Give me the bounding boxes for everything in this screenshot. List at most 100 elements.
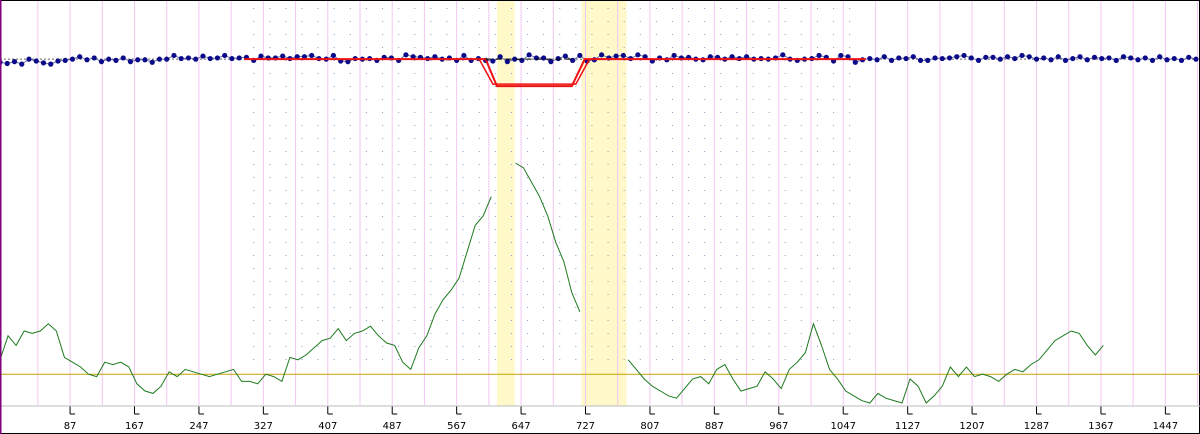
upper-point bbox=[1142, 55, 1148, 61]
highlight-bands bbox=[496, 1, 627, 406]
upper-point bbox=[1178, 57, 1185, 64]
upper-point bbox=[200, 53, 206, 59]
upper-point bbox=[40, 60, 47, 66]
upper-point bbox=[888, 57, 895, 64]
upper-point bbox=[620, 52, 626, 59]
upper-series-line bbox=[0, 54, 1197, 65]
upper-point bbox=[1004, 54, 1011, 60]
upper-point bbox=[1019, 52, 1025, 59]
upper-point bbox=[403, 52, 409, 58]
upper-point bbox=[156, 56, 163, 62]
upper-point bbox=[214, 55, 221, 61]
upper-point bbox=[236, 55, 242, 61]
x-tick-label: 1367 bbox=[1088, 421, 1113, 432]
upper-point bbox=[432, 54, 438, 60]
x-tick-label: 87 bbox=[64, 421, 77, 432]
x-tick-label: 407 bbox=[318, 421, 337, 432]
upper-point bbox=[410, 54, 416, 60]
upper-point bbox=[309, 52, 315, 59]
lower-panel bbox=[0, 162, 1200, 404]
upper-point bbox=[642, 54, 648, 60]
upper-point bbox=[512, 56, 518, 62]
upper-point bbox=[925, 57, 931, 64]
upper-point bbox=[867, 55, 873, 62]
upper-point bbox=[1135, 57, 1141, 63]
upper-point bbox=[1113, 57, 1119, 64]
upper-point bbox=[519, 57, 525, 64]
upper-point bbox=[570, 57, 576, 64]
upper-point bbox=[852, 59, 858, 65]
upper-point bbox=[743, 54, 750, 60]
highlight-band bbox=[581, 1, 627, 406]
upper-point bbox=[932, 55, 938, 61]
upper-point bbox=[301, 54, 308, 60]
x-tick-label: 967 bbox=[769, 421, 788, 432]
upper-point bbox=[1149, 57, 1156, 64]
x-axis: 87 167 247 327 407 487 567 647 727 807 887 967 1047 1… bbox=[0, 405, 1200, 432]
upper-point bbox=[19, 61, 25, 67]
lower-series-line bbox=[0, 196, 492, 394]
upper-point bbox=[1186, 54, 1192, 60]
x-tick-label: 247 bbox=[189, 421, 208, 432]
x-tick-label: 647 bbox=[512, 421, 531, 432]
upper-point bbox=[671, 52, 677, 59]
upper-point bbox=[33, 58, 39, 64]
x-tick-label: 727 bbox=[576, 421, 595, 432]
upper-point bbox=[84, 57, 90, 63]
upper-point bbox=[193, 56, 199, 62]
upper-point bbox=[1164, 57, 1170, 63]
upper-point bbox=[548, 59, 554, 65]
upper-point bbox=[497, 54, 503, 60]
upper-point bbox=[294, 54, 300, 60]
upper-point bbox=[1012, 55, 1018, 62]
upper-point bbox=[48, 61, 54, 67]
upper-point bbox=[881, 54, 887, 60]
upper-point bbox=[946, 55, 953, 61]
upper-point bbox=[4, 60, 10, 67]
upper-point bbox=[258, 53, 264, 59]
upper-point bbox=[635, 52, 641, 58]
upper-point bbox=[555, 55, 561, 62]
upper-point bbox=[577, 52, 583, 59]
upper-point bbox=[222, 52, 228, 59]
upper-point bbox=[1106, 55, 1112, 61]
upper-point bbox=[504, 59, 510, 65]
upper-point bbox=[69, 56, 76, 62]
upper-point bbox=[55, 58, 61, 64]
upper-point bbox=[990, 54, 996, 60]
upper-point bbox=[975, 57, 982, 64]
upper-point bbox=[106, 56, 112, 62]
x-tick-label: 487 bbox=[383, 421, 402, 432]
x-tick-label: 167 bbox=[125, 421, 144, 432]
upper-point bbox=[113, 57, 119, 64]
x-tick-label: 327 bbox=[254, 421, 273, 432]
upper-point bbox=[91, 55, 97, 61]
upper-point bbox=[526, 52, 532, 58]
upper-point bbox=[490, 58, 496, 64]
x-tick-label: 1287 bbox=[1024, 421, 1049, 432]
fit-line-alt bbox=[478, 58, 591, 85]
upper-point bbox=[816, 52, 822, 59]
upper-point bbox=[541, 55, 547, 61]
upper-point bbox=[1171, 55, 1177, 62]
x-tick-label: 1047 bbox=[830, 421, 855, 432]
x-tick-label: 1447 bbox=[1153, 421, 1178, 432]
upper-point bbox=[461, 52, 467, 59]
upper-point bbox=[1077, 54, 1083, 60]
x-tick-label: 1127 bbox=[895, 421, 920, 432]
upper-point bbox=[345, 59, 351, 65]
upper-point bbox=[562, 53, 568, 59]
upper-point bbox=[1091, 54, 1098, 60]
upper-point bbox=[229, 55, 235, 62]
upper-point bbox=[1120, 54, 1127, 60]
upper-point bbox=[917, 57, 924, 64]
upper-point bbox=[1157, 54, 1163, 60]
upper-panel bbox=[0, 52, 1200, 88]
upper-point bbox=[62, 57, 68, 64]
grid-lines bbox=[37, 1, 1199, 405]
upper-point bbox=[1128, 55, 1134, 61]
upper-point bbox=[185, 55, 192, 61]
highlight-band bbox=[496, 1, 515, 406]
x-tick-label: 887 bbox=[705, 421, 724, 432]
